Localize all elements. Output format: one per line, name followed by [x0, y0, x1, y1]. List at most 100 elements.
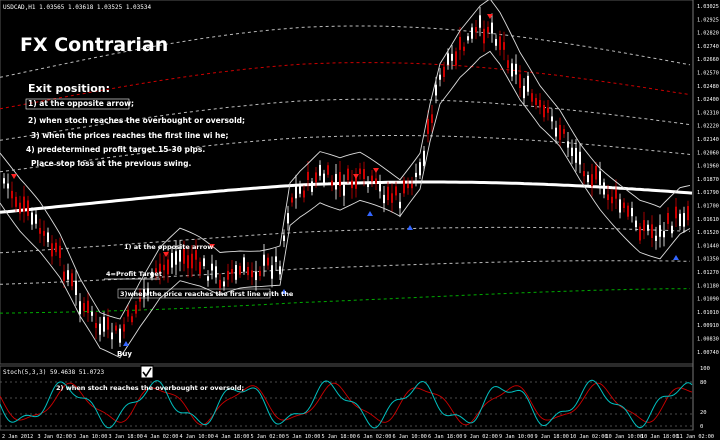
stoch-signal-line — [0, 382, 693, 426]
candle-body — [455, 51, 457, 66]
candle-body — [407, 184, 409, 189]
price-tick-label: 1.00740 — [697, 350, 719, 356]
candle-body — [231, 268, 233, 274]
candle-body — [467, 36, 469, 41]
candle-body — [71, 273, 73, 287]
stoch-tick-label: 0 — [700, 424, 703, 430]
candle-body — [347, 168, 349, 181]
candle-body — [367, 181, 369, 188]
candle-body — [599, 171, 601, 185]
time-tick-label: 10 Jan 18:00 — [641, 434, 678, 440]
candle-body — [223, 281, 225, 287]
candle-body — [679, 213, 681, 227]
candle-body — [35, 214, 37, 224]
candle-body — [195, 250, 197, 260]
sell-arrow-icon — [11, 174, 17, 179]
candle-body — [543, 104, 545, 118]
candle-body — [451, 53, 453, 61]
stoch-main-line — [0, 379, 693, 429]
candle-body — [11, 190, 13, 199]
candle-body — [527, 75, 529, 92]
candle-body — [403, 180, 405, 194]
candle-body — [135, 304, 137, 314]
time-axis: 2 Jan 2012 3 Jan 02:00 3 Jan 10:00 3 Jan 18… — [2, 434, 714, 440]
candle-body — [639, 226, 641, 241]
candle-body — [235, 265, 237, 280]
price-tick-label: 1.02480 — [697, 84, 719, 90]
time-tick-label: 3 Jan 18:00 — [109, 434, 143, 440]
candle-body — [255, 271, 257, 281]
band-line — [0, 226, 691, 254]
candle-body — [179, 250, 181, 262]
time-tick-label: 3 Jan 02:00 — [38, 434, 72, 440]
price-tick-label: 1.02220 — [697, 124, 719, 130]
candle-body — [675, 206, 677, 219]
candle-body — [299, 184, 301, 194]
candle-body — [95, 323, 97, 329]
candle-body — [243, 257, 245, 272]
candle-body — [251, 270, 253, 278]
chart-title: FX Contrarian — [20, 34, 168, 56]
candle-body — [59, 245, 61, 258]
price-tick-label: 1.02820 — [697, 31, 719, 37]
candle-body — [291, 197, 293, 203]
candle-body — [67, 270, 69, 280]
candle-body — [591, 174, 593, 187]
time-tick-label: 10 Jan 10:00 — [606, 434, 643, 440]
candle-body — [459, 36, 461, 50]
time-tick-label: 4 Jan 18:00 — [215, 434, 249, 440]
candle-body — [575, 147, 577, 163]
annotation-stoch: 2) when stoch reaches the overbought or … — [56, 384, 244, 392]
candle-body — [391, 193, 393, 203]
candle-body — [115, 325, 117, 331]
price-tick-label: 1.02925 — [697, 17, 719, 23]
candle-body — [159, 263, 161, 275]
price-tick-label: 1.01440 — [697, 243, 719, 249]
candle-body — [531, 93, 533, 102]
candle-body — [91, 311, 93, 316]
buy-arrow-icon — [367, 211, 373, 216]
candle-body — [431, 114, 433, 123]
candle-body — [535, 98, 537, 105]
candle-body — [191, 253, 193, 269]
candle-body — [247, 266, 249, 276]
price-tick-label: 1.01090 — [697, 297, 719, 303]
candle-body — [663, 231, 665, 238]
stochastic-lines — [0, 379, 693, 429]
candle-body — [323, 173, 325, 184]
candle-body — [399, 201, 401, 209]
candle-body — [123, 324, 125, 332]
candle-body — [511, 63, 513, 77]
candle-body — [119, 328, 121, 343]
stoch-tick-label: 100 — [700, 366, 710, 372]
candle-body — [595, 165, 597, 180]
band-line — [0, 288, 691, 314]
candle-body — [19, 202, 21, 214]
candle-body — [47, 232, 49, 243]
candle-body — [203, 258, 205, 267]
exit-rule-3: 3) when the prices reaches the first lin… — [31, 131, 228, 140]
candle-body — [555, 127, 557, 137]
candle-body — [263, 254, 265, 266]
candle-body — [7, 183, 9, 189]
candle-body — [583, 171, 585, 177]
moving-average-line — [0, 180, 693, 214]
candle-body — [211, 263, 213, 271]
candle-body — [83, 303, 85, 311]
price-axis: 1.03025 1.02925 1.02820 1.02740 1.02660 1.025… — [697, 4, 719, 356]
candle-body — [643, 220, 645, 232]
time-tick-label: 5 Jan 18:00 — [322, 434, 356, 440]
channel-upper — [0, 0, 691, 320]
candle-body — [495, 39, 497, 46]
first-line-box — [117, 288, 271, 299]
price-tick-label: 1.01350 — [697, 257, 719, 263]
candle-body — [183, 248, 185, 264]
candle-body — [523, 85, 525, 99]
candle-body — [99, 323, 101, 335]
candle-body — [519, 74, 521, 88]
price-tick-label: 1.01180 — [697, 283, 719, 289]
candle-body — [359, 168, 361, 174]
candle-body — [331, 180, 333, 186]
candle-body — [631, 207, 633, 217]
